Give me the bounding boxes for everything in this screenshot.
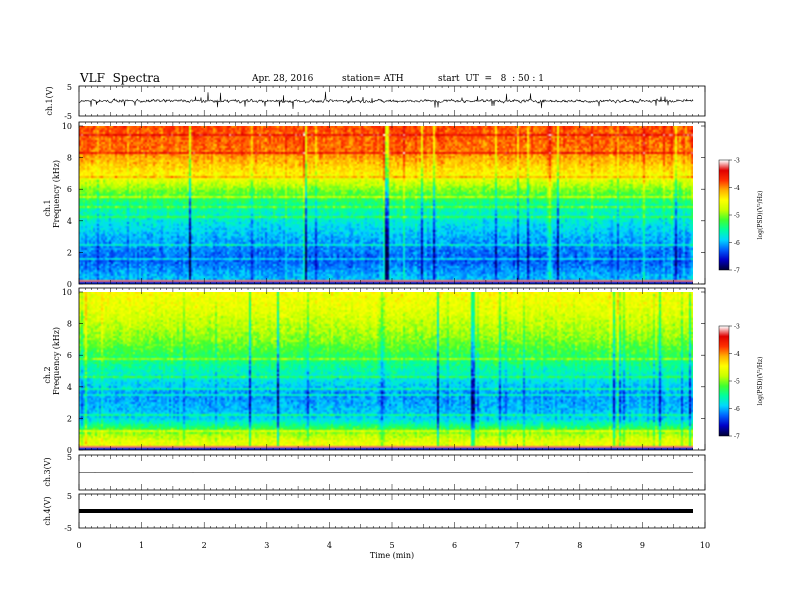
ch2-spectrogram-panel: 0 2 4 6 8 10 ch.2 Frequency (kHz)	[43, 287, 706, 455]
ch1-spectrogram-panel: 0 2 4 6 8 10 ch.1 Frequency (kHz)	[43, 121, 706, 289]
ch2-ytick-label: 8	[67, 320, 72, 329]
time-tick-label: 0	[76, 541, 81, 550]
ch4-ytick-top: 5	[67, 492, 72, 501]
ch1-ytick-label: 10	[62, 122, 72, 131]
ch3-waveform-panel: 5 ch.3(V)	[43, 453, 706, 491]
colorbar-tick-label: -6	[734, 240, 740, 247]
ch1-waveform-line	[78, 91, 694, 110]
colorbar-tick-label: -3	[734, 324, 740, 331]
ch2-colorbar-label: log(PSD)(V²/Hz)	[757, 357, 764, 406]
ch4-ytick-bottom: -5	[64, 524, 72, 533]
ch2-spectrogram-yticks: 0 2 4 6 8 10	[62, 288, 705, 455]
ch1-ytick-label: 4	[67, 217, 72, 226]
ch1-ytick-label: 8	[67, 154, 72, 163]
ch1-ytick-label: 2	[67, 248, 72, 257]
time-tick-label: 6	[452, 541, 457, 550]
colorbar-tick-label: -7	[734, 268, 740, 275]
time-tick-label: 10	[700, 541, 710, 550]
ch2-colorbar: -3 -4 -5 -6 -7 log(PSD)(V²/Hz)	[718, 324, 764, 441]
ch2-colorbar-gradient	[719, 326, 729, 436]
header-start-time: start UT = 8 : 50 : 1	[438, 74, 544, 84]
ch1-spec-label-channel: ch.1	[43, 199, 52, 216]
ch4-ylabel: ch.4(V)	[43, 496, 52, 525]
colorbar-tick-label: -5	[734, 379, 740, 386]
colorbar-tick-label: -7	[734, 434, 740, 441]
ch1-spectrogram-yticks: 0 2 4 6 8 10	[62, 122, 705, 289]
ch1-colorbar-gradient	[719, 160, 729, 270]
header-title: VLF Spectra	[80, 71, 161, 85]
time-tick-label: 2	[202, 541, 207, 550]
ch1-ytick-top: 5	[67, 83, 72, 92]
ch2-ytick-label: 4	[67, 383, 72, 392]
ch3-ytick-top: 5	[67, 453, 72, 462]
time-axis-label: Time (min)	[370, 551, 414, 560]
ch4-waveform-panel: 5 -5 ch.4(V)	[43, 492, 706, 533]
header-station: station= ATH	[342, 74, 404, 84]
colorbar-tick-label: -3	[734, 158, 740, 165]
colorbar-tick-label: -4	[734, 185, 740, 192]
colorbar-tick-label: -5	[734, 213, 740, 220]
colorbar-tick-label: -6	[734, 406, 740, 413]
ch1-ytick-label: 6	[67, 185, 72, 194]
ch4-waveform-line	[79, 509, 693, 513]
header-date: Apr. 28, 2016	[252, 74, 314, 84]
time-tick-label: 4	[327, 541, 332, 550]
time-tick-label: 9	[640, 541, 645, 550]
time-tick-label: 1	[139, 541, 144, 550]
time-tick-label: 8	[577, 541, 582, 550]
ch2-spec-label-channel: ch.2	[43, 366, 52, 383]
ch1-ytick-bottom: -5	[64, 112, 72, 121]
ch1-colorbar-label: log(PSD)(V²/Hz)	[757, 191, 764, 240]
ch1-ytick-label: 0	[67, 280, 72, 289]
ch3-ylabel: ch.3(V)	[43, 457, 52, 486]
colorbar-tick-label: -4	[734, 351, 740, 358]
ch1-colorbar-ticks: -3 -4 -5 -6 -7	[729, 158, 740, 275]
ch1-ylabel: ch.1(V)	[45, 86, 54, 115]
ch2-ytick-label: 0	[67, 446, 72, 455]
ch1-spec-ylabel: Frequency (kHz)	[52, 160, 61, 228]
ch2-colorbar-ticks: -3 -4 -5 -6 -7	[729, 324, 740, 441]
ch1-colorbar: -3 -4 -5 -6 -7 log(PSD)(V²/Hz)	[718, 158, 764, 275]
time-tick-label: 3	[264, 541, 269, 550]
time-tick-label: 5	[389, 541, 394, 550]
ch1-spectrogram-image	[79, 126, 693, 284]
time-tick-label: 7	[515, 541, 520, 550]
ch2-ytick-label: 6	[67, 351, 72, 360]
ch2-spec-ylabel: Frequency (kHz)	[52, 327, 61, 395]
time-axis-ticks: 0 1 2 3 4 5 6 7 8 9 10	[76, 86, 710, 550]
ch2-spectrogram-image	[79, 292, 693, 450]
ch1-waveform-panel: 5 -5 ch.1(V)	[45, 83, 706, 121]
ch2-ytick-label: 2	[67, 414, 72, 423]
ch2-ytick-label: 10	[62, 288, 72, 297]
